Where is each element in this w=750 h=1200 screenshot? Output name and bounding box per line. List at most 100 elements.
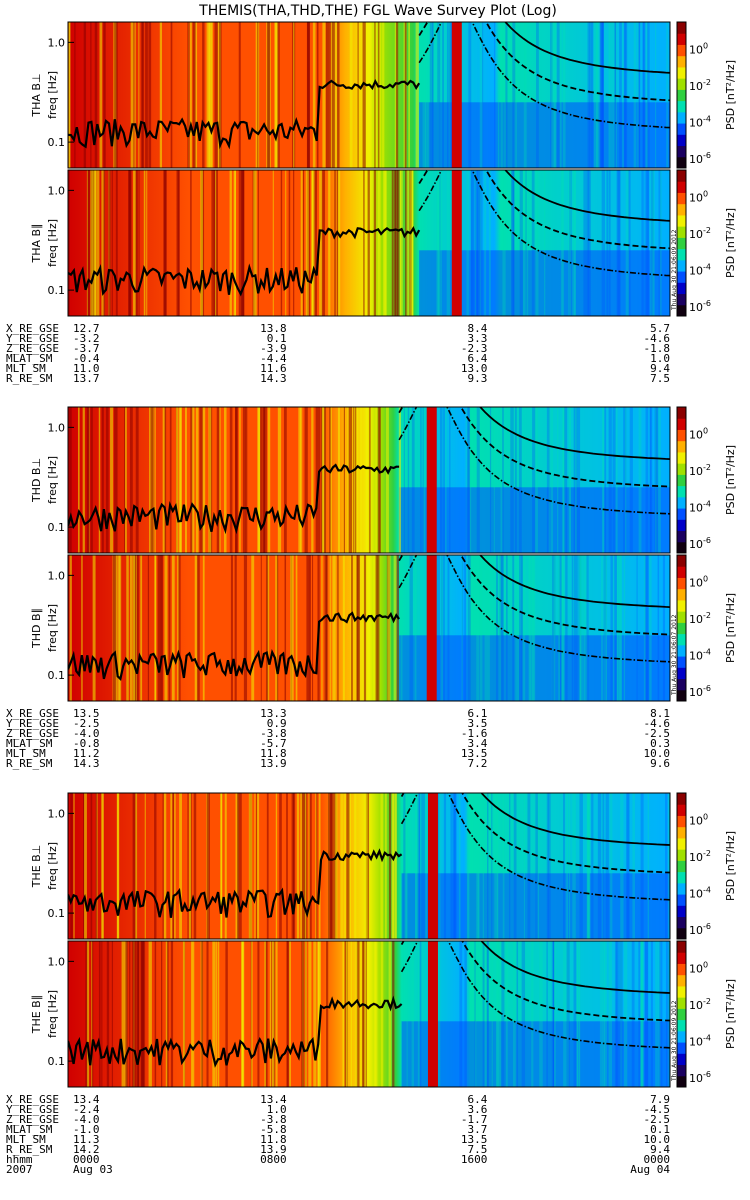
spectrum-stripe: [313, 941, 317, 1087]
ephemeris-value: 11.0: [73, 362, 100, 375]
spectrum-stripe: [192, 22, 196, 168]
spectrum-stripe: [241, 941, 245, 1087]
spectrum-stripe: [363, 555, 367, 701]
spectrum-stripe: [486, 941, 489, 1087]
spectrum-stripe: [583, 170, 587, 316]
y-tick-label: 1.0: [48, 421, 66, 434]
spectrum-stripe: [647, 793, 649, 939]
colorbar-tick-label: 10-6: [689, 151, 711, 166]
spectrum-stripe: [315, 793, 317, 939]
spectrum-stripe: [190, 407, 193, 553]
colorbar-swatch: [677, 89, 686, 102]
spectrum-stripe: [493, 407, 495, 553]
spectrum-stripe: [148, 941, 152, 1087]
spectrum-stripe: [251, 941, 253, 1087]
spectrum-stripe: [95, 793, 98, 939]
spectrum-stripe: [363, 170, 365, 316]
spectrum-stripe: [531, 555, 535, 701]
spectrogram-panel: 1.0 0.1 THD B∥ freq [Hz] 100 10-2 10-4 10-6 PSD …: [30, 554, 737, 702]
spectrum-stripe: [395, 170, 398, 316]
spectrum-stripe: [189, 793, 192, 939]
spectrum-stripe: [442, 22, 444, 168]
spectrum-stripe: [329, 22, 331, 168]
spectrum-stripe: [103, 170, 105, 316]
spectrum-stripe: [175, 407, 179, 553]
spectrum-stripe: [92, 555, 96, 701]
spectrum-stripe: [502, 407, 504, 553]
spectrum-stripe: [477, 793, 480, 939]
spectrum-stripe: [601, 22, 604, 168]
perigee-band: [426, 555, 437, 701]
spectrum-stripe: [453, 793, 457, 939]
colorbar: 100 10-2 10-4 10-6 PSD [nT²/Hz]: [676, 21, 737, 169]
ephemeris-value: -0.8: [73, 737, 100, 750]
ephemeris-value: 7.5: [650, 372, 670, 385]
spectrum-stripe: [478, 170, 482, 316]
spectrum-stripe: [629, 407, 633, 553]
colorbar-swatch: [677, 123, 686, 135]
colorbar-swatch: [677, 1042, 686, 1054]
spectrum-stripe: [422, 793, 426, 939]
ephemeris-value: 0.9: [267, 717, 287, 730]
spectrum-stripe: [443, 407, 445, 553]
panel-frame: [67, 406, 671, 554]
spectrum-stripe: [566, 793, 569, 939]
spectrum-stripe: [277, 407, 282, 553]
spectrum-stripe: [628, 170, 631, 316]
y-tick-label: 1.0: [48, 184, 66, 197]
spectrum-stripe: [206, 22, 210, 168]
spectrum-stripe: [68, 22, 70, 168]
spectrum-stripe: [293, 793, 296, 939]
ephemeris-value: -2.4: [73, 1103, 100, 1116]
spectrum-stripe: [129, 941, 131, 1087]
colorbar-swatch: [677, 485, 686, 498]
spectrum-stripe: [539, 941, 543, 1087]
spectrum-stripe: [291, 793, 295, 939]
spectrum-stripe: [551, 941, 555, 1087]
spectrum-stripe: [512, 555, 515, 701]
ephemeris-value: -1.0: [73, 1123, 100, 1136]
spectrum-stripe: [551, 555, 556, 701]
spectrum-stripe: [397, 170, 400, 316]
spectrum-stripe: [300, 170, 303, 316]
spectrogram-panel: 1.0 0.1 THA B∥ freq [Hz] 100 10-2 10-4 10-6 PSD …: [30, 169, 737, 317]
spectrum-stripe: [136, 941, 140, 1087]
spectrum-stripe: [342, 555, 345, 701]
spectrum-stripe: [563, 941, 567, 1087]
spectrum-stripe: [546, 407, 550, 553]
spectrum-stripe: [358, 555, 360, 701]
spectrum-stripe: [269, 941, 272, 1087]
ephemeris-label: Z_RE_GSE: [6, 1113, 59, 1126]
timestamp: Thu Aug 30 21:06:09 2012: [671, 229, 678, 311]
colorbar-tick-label: 10-2: [689, 611, 711, 626]
spectrum-stripe: [469, 407, 472, 553]
spectrum-stripe: [349, 22, 353, 168]
ephemeris-value: 3.7: [467, 1123, 487, 1136]
ephemeris-value: 1.0: [650, 352, 670, 365]
spectrum-stripe: [373, 170, 377, 316]
spectrum-stripe: [271, 941, 275, 1087]
spectrum-stripe: [450, 793, 453, 939]
colorbar-swatch: [677, 894, 686, 906]
spectrum-stripe: [334, 22, 338, 168]
spectrum-stripe: [215, 170, 217, 316]
spectrum-stripe: [619, 941, 623, 1087]
spectrum-stripe: [101, 170, 104, 316]
spectrum-stripe: [88, 407, 90, 553]
ephemeris-value: -2.5: [73, 717, 100, 730]
spectrum-stripe: [81, 555, 83, 701]
colorbar-frame: [676, 21, 687, 169]
spectrum-stripe: [602, 793, 604, 939]
spectrum-stripe: [286, 941, 290, 1087]
spectrum-stripe: [535, 793, 538, 939]
ephemeris-value: 13.5: [73, 707, 100, 720]
ephemeris-value: 11.3: [73, 1133, 100, 1146]
spectrum-stripe: [561, 555, 563, 701]
spectrum-stripe: [518, 407, 522, 553]
spectrum-stripe: [150, 407, 154, 553]
spectrum-stripe: [202, 555, 205, 701]
spectrum-stripe: [659, 941, 663, 1087]
spectrum-stripe: [375, 555, 378, 701]
spectrum-stripe: [101, 941, 103, 1087]
